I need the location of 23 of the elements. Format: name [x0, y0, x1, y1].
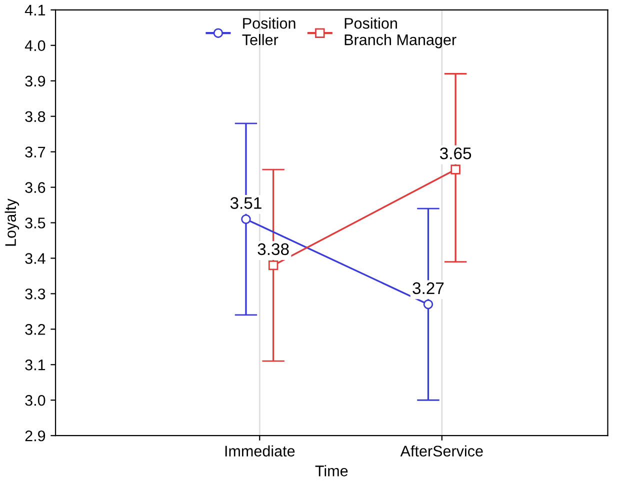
data-label: 3.51: [230, 197, 262, 209]
y-tick-label: 3.1: [25, 360, 46, 370]
y-tick-label: 4.0: [24, 40, 46, 52]
legend-label: Position Teller: [242, 18, 296, 46]
data-label: 3.27: [412, 282, 444, 294]
y-tick-label: 3.9: [25, 76, 46, 87]
y-tick-label: 3.2: [25, 324, 46, 335]
y-tick-label: 2.9: [25, 430, 46, 442]
data-label: 3.38: [258, 243, 289, 256]
x-tick-label: AfterService: [400, 445, 483, 457]
y-tick-label: 3.0: [25, 394, 46, 406]
y-tick-label: 4.1: [24, 4, 46, 16]
y-tick-label: 3.6: [25, 182, 46, 193]
legend-label: Position Branch Manager: [344, 18, 456, 48]
y-axis-title: Loyalty: [4, 198, 20, 246]
x-axis-title: Time: [315, 465, 348, 476]
y-tick-label: 3.8: [25, 111, 46, 122]
data-label: 3.65: [440, 147, 472, 160]
y-tick-label: 3.5: [25, 218, 46, 228]
x-tick-label: Immediate: [225, 445, 295, 457]
y-tick-label: 3.7: [25, 146, 46, 158]
y-tick-label: 3.3: [25, 288, 46, 300]
y-tick-label: 3.4: [25, 253, 46, 264]
